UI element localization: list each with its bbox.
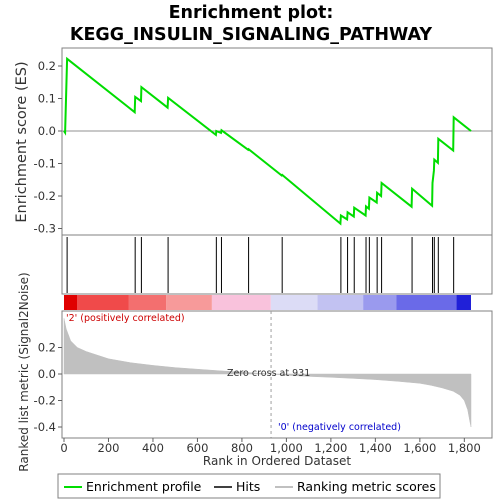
band-segment (64, 295, 78, 310)
x-tick-label: 0 (60, 441, 67, 455)
es-tick-label: -0.2 (34, 189, 56, 203)
es-profile-polyline (63, 56, 472, 226)
es-axis-label: Enrichment score (ES) (14, 61, 30, 222)
metric-tick-label: 0.2 (38, 341, 56, 355)
es-tick-label: -0.3 (34, 222, 56, 236)
legend-metric-label: Ranking metric scores (297, 479, 436, 494)
x-tick-label: 1,000 (270, 441, 303, 455)
legend-hits-label: Hits (236, 479, 260, 494)
band-segment (128, 295, 167, 310)
hit-markers (66, 237, 455, 293)
title-line-1: Enrichment plot: (169, 3, 334, 23)
band-segment (456, 295, 471, 310)
band-segment (270, 295, 318, 310)
legend-profile-label: Enrichment profile (86, 479, 202, 494)
es-tick-label: 0.2 (38, 59, 56, 73)
x-axis-label: Rank in Ordered Dataset (203, 454, 351, 468)
legend-box (57, 473, 441, 499)
es-tick-label: -0.1 (34, 157, 56, 171)
es-panel (61, 47, 493, 236)
band-segment (396, 295, 457, 310)
band-segment (211, 295, 271, 310)
metric-tick-label: -0.2 (34, 394, 56, 408)
positive-correlation-label: '2' (positively correlated) (66, 313, 185, 324)
x-tick-label: 1,200 (314, 441, 347, 455)
band-segment (166, 295, 212, 310)
rank-color-band (64, 295, 471, 310)
title-line-2: KEGG_INSULIN_SIGNALING_PATHWAY (70, 25, 432, 45)
band-segment (363, 295, 397, 310)
es-tick-label: 0.0 (38, 124, 56, 138)
es-tick-label: 0.1 (38, 92, 56, 106)
x-axis-ticks: 0 200 400 600 800 1,000 1,200 1,400 1,600 1,800 (60, 437, 492, 455)
band-segment (77, 295, 129, 310)
negative-correlation-label: '0' (negatively correlated) (278, 422, 401, 433)
metric-area-path (63, 318, 472, 428)
metric-tick-label: 0.0 (38, 367, 56, 381)
x-tick-label: 600 (186, 441, 208, 455)
x-tick-label: 200 (98, 441, 120, 455)
x-tick-label: 1,400 (359, 441, 392, 455)
x-tick-label: 800 (231, 441, 253, 455)
es-profile-line (63, 56, 472, 226)
metric-axis-ticks: -0.4 -0.2 0.0 0.2 (34, 341, 62, 434)
metric-area (63, 318, 472, 428)
metric-axis-label: Ranked list metric (Signal2Noise) (17, 272, 31, 471)
x-tick-label: 1,800 (448, 441, 481, 455)
band-segment (317, 295, 364, 310)
zero-cross-label: Zero cross at 931 (227, 368, 310, 379)
hits-panel (61, 234, 493, 295)
x-tick-label: 1,600 (403, 441, 436, 455)
x-tick-label: 400 (142, 441, 164, 455)
metric-tick-label: -0.4 (34, 420, 56, 434)
es-axis-ticks: -0.3 -0.2 -0.1 0.0 0.1 0.2 (34, 59, 62, 236)
